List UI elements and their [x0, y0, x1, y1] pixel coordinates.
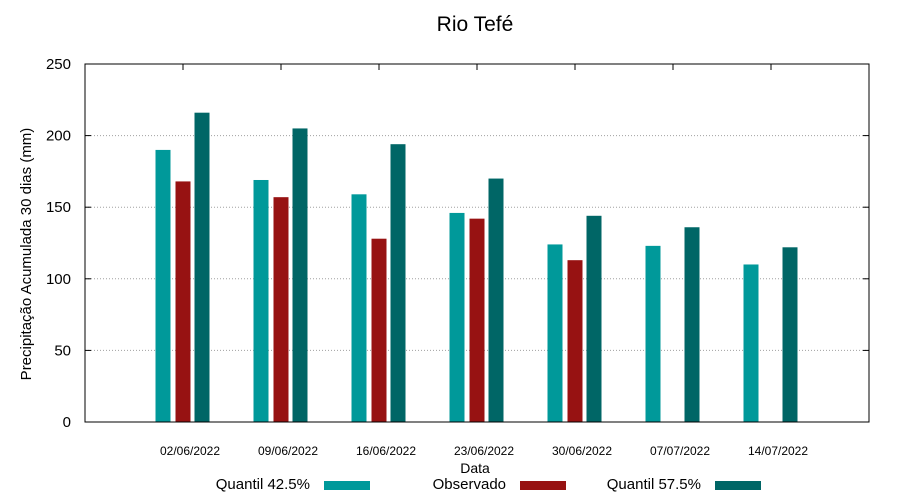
- y-axis-label: Precipitação Acumulada 30 dias (mm): [18, 128, 35, 381]
- x-tick-label: 07/07/2022: [650, 444, 710, 458]
- legend-swatch: [520, 481, 566, 490]
- bars-group: [155, 112, 798, 423]
- y-tick-label: 100: [46, 271, 71, 288]
- bar-observado: [273, 197, 289, 422]
- legend-label: Quantil 57.5%: [607, 476, 701, 493]
- bar-quantil-42-5: [155, 149, 171, 423]
- x-tick-label: 30/06/2022: [552, 444, 612, 458]
- y-tick-label: 0: [63, 414, 71, 431]
- x-axis-ticks: 02/06/2022 09/06/2022 16/06/2022 23/06/2022…: [160, 64, 808, 458]
- bar-quantil-42-5: [253, 179, 269, 422]
- bar-quantil-42-5: [743, 264, 759, 422]
- legend-label: Quantil 42.5%: [216, 476, 310, 493]
- bar-quantil-42-5: [645, 245, 661, 422]
- bar-quantil-57-5: [292, 128, 308, 422]
- bar-observado: [175, 181, 191, 422]
- y-tick-label: 250: [46, 56, 71, 73]
- x-axis-label: Data: [460, 460, 490, 476]
- bar-observado: [371, 238, 387, 422]
- bar-observado: [567, 260, 583, 422]
- bar-quantil-57-5: [194, 112, 210, 423]
- y-axis-ticks: 0 50 100 150 200 250: [46, 56, 869, 431]
- legend-swatch: [715, 481, 761, 490]
- bar-observado: [469, 218, 485, 422]
- y-tick-label: 150: [46, 199, 71, 216]
- x-tick-label: 23/06/2022: [454, 444, 514, 458]
- x-tick-label: 09/06/2022: [258, 444, 318, 458]
- x-tick-label: 14/07/2022: [748, 444, 808, 458]
- x-tick-label: 02/06/2022: [160, 444, 220, 458]
- legend-swatch: [324, 481, 370, 490]
- y-tick-label: 50: [54, 342, 71, 359]
- bar-quantil-42-5: [351, 194, 367, 422]
- legend-label: Observado: [433, 476, 506, 493]
- bar-quantil-57-5: [586, 215, 602, 422]
- bar-quantil-57-5: [390, 144, 406, 422]
- y-tick-label: 200: [46, 128, 71, 145]
- legend: Quantil 42.5% Observado Quantil 57.5%: [216, 476, 761, 493]
- chart-title: Rio Tefé: [437, 13, 514, 36]
- bar-quantil-42-5: [547, 244, 563, 422]
- x-tick-label: 16/06/2022: [356, 444, 416, 458]
- bar-quantil-57-5: [684, 227, 700, 422]
- bar-quantil-57-5: [782, 247, 798, 422]
- bar-quantil-42-5: [449, 212, 465, 422]
- bar-quantil-57-5: [488, 178, 504, 422]
